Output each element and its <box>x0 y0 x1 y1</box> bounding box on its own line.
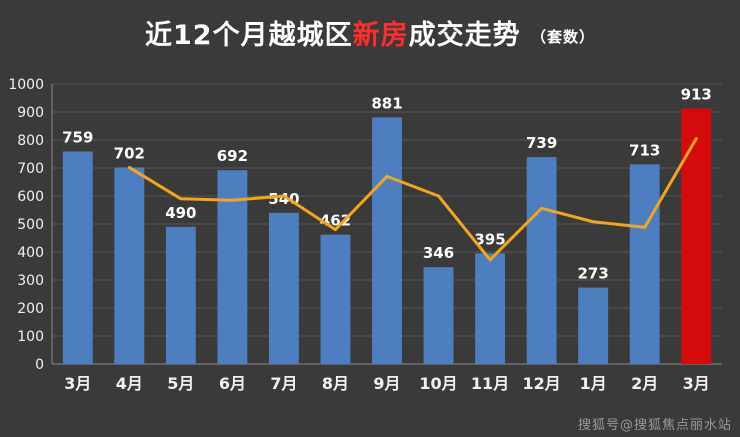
y-tick-label: 600 <box>17 189 44 205</box>
y-tick-label: 200 <box>17 301 44 317</box>
x-tick-label: 8月 <box>322 374 349 393</box>
y-tick-label: 800 <box>17 133 44 149</box>
chart-area: 0 100 200 300 400 500 600 700 800 900 1000 759 3月 702… <box>0 64 740 437</box>
y-tick-label: 300 <box>17 273 44 289</box>
bar-value-label: 395 <box>474 230 505 248</box>
bar-value-label: 702 <box>114 144 145 162</box>
y-tick-label: 900 <box>17 105 44 121</box>
bar <box>475 253 506 364</box>
bar <box>268 212 299 364</box>
bar <box>217 170 248 364</box>
bar <box>629 164 660 364</box>
y-tick-label: 500 <box>17 217 44 233</box>
bar-value-label: 713 <box>629 141 660 159</box>
bar-value-label: 540 <box>268 190 299 208</box>
y-tick-label: 400 <box>17 245 44 261</box>
bar <box>423 267 454 364</box>
bar-line-chart: 0 100 200 300 400 500 600 700 800 900 1000 759 3月 702… <box>8 77 722 393</box>
bar <box>578 287 609 364</box>
bar <box>372 117 402 364</box>
x-tick-label: 3月 <box>683 374 710 393</box>
bar <box>320 234 351 364</box>
y-tick-label: 0 <box>35 357 44 373</box>
x-tick-label: 6月 <box>219 374 246 393</box>
x-tick-label: 5月 <box>167 374 194 393</box>
x-tick-label: 9月 <box>373 374 400 393</box>
chart-title: 近12个月越城区新房成交走势 （套数） <box>0 0 740 64</box>
x-tick-label: 1月 <box>580 374 607 393</box>
title-suffix: 成交走势 <box>408 20 521 51</box>
y-tick-label: 700 <box>17 161 44 177</box>
y-tick-label: 1000 <box>8 77 44 93</box>
x-tick-label: 10月 <box>419 374 457 393</box>
y-tick-label: 100 <box>17 329 44 345</box>
x-tick-label: 4月 <box>116 374 143 393</box>
x-tick-label: 2月 <box>631 374 658 393</box>
title-prefix: 近12个月越城区 <box>145 20 353 51</box>
x-tick-label: 11月 <box>471 374 509 393</box>
x-tick-label: 7月 <box>270 374 297 393</box>
bar-value-label: 490 <box>165 204 196 222</box>
x-tick-label: 3月 <box>64 374 91 393</box>
bar-value-label: 881 <box>371 94 402 112</box>
bar <box>681 108 712 364</box>
bar <box>165 226 196 364</box>
bar-value-label: 462 <box>320 212 351 230</box>
title-unit: （套数） <box>530 28 595 46</box>
bar-value-label: 692 <box>217 147 248 165</box>
bar-value-label: 273 <box>577 265 608 283</box>
watermark: 搜狐号@搜狐焦点丽水站 <box>577 418 732 433</box>
x-tick-label: 12月 <box>522 374 560 393</box>
bar-value-label: 759 <box>62 128 93 146</box>
bar-value-label: 739 <box>526 134 557 152</box>
title-highlight: 新房 <box>352 20 409 51</box>
trend-line <box>127 137 698 262</box>
bar-value-label: 913 <box>681 85 712 103</box>
bar <box>526 157 557 364</box>
bar <box>114 167 145 364</box>
bar-value-label: 346 <box>423 244 454 262</box>
bar <box>62 151 93 364</box>
